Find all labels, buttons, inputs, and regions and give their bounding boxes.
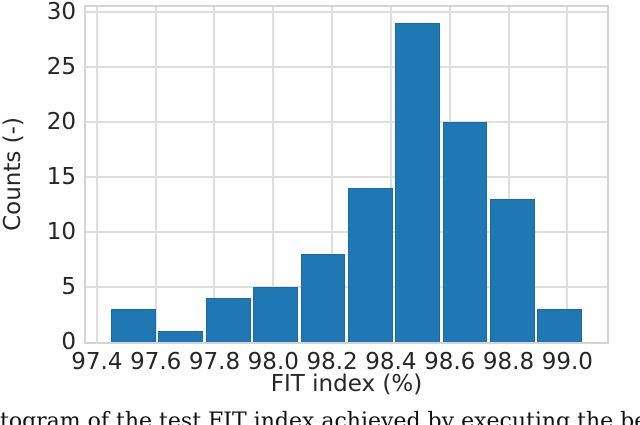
histogram-bar	[205, 298, 251, 342]
x-axis-label: FIT index (%)	[270, 371, 423, 397]
histogram-bar	[253, 287, 298, 342]
gridline-vertical	[331, 7, 334, 342]
gridline-vertical	[95, 7, 98, 342]
gridline-horizontal	[86, 230, 607, 233]
y-tick-label: 10	[46, 218, 76, 245]
gridline-vertical	[389, 7, 392, 342]
histogram-bar	[158, 331, 204, 342]
gridline-vertical	[507, 7, 510, 342]
histogram-bar	[442, 121, 488, 342]
histogram-bar	[395, 22, 441, 342]
x-tick-label: 97.8	[188, 349, 241, 375]
histogram-bar	[537, 309, 583, 342]
gridline-horizontal	[86, 175, 607, 178]
x-tick-label: 97.6	[130, 349, 182, 375]
x-tick-label: 97.4	[71, 349, 123, 375]
y-tick-label: 30	[46, 0, 76, 25]
gridline-horizontal	[86, 120, 607, 123]
figure-caption: togram of the test FIT index achieved by…	[0, 409, 640, 425]
x-tick-label: 98.6	[424, 349, 476, 375]
x-tick-label: 98.4	[365, 349, 417, 375]
histogram-bar	[347, 187, 393, 342]
gridline-horizontal	[86, 65, 607, 68]
y-tick-label: 15	[46, 163, 76, 190]
histogram-bar	[300, 254, 346, 342]
y-axis-label: Counts (-)	[0, 117, 26, 231]
plot-area	[84, 5, 609, 344]
x-tick-label: 99.0	[541, 349, 593, 375]
gridline-horizontal	[86, 285, 607, 288]
gridline-vertical	[272, 7, 275, 342]
x-tick-label: 98.8	[482, 349, 535, 375]
y-tick-label: 25	[46, 53, 76, 80]
x-tick-label: 98.2	[306, 349, 358, 375]
gridline-vertical	[566, 7, 569, 342]
y-tick-label: 20	[46, 108, 76, 135]
y-tick-label: 0	[61, 329, 76, 355]
histogram-bar	[111, 309, 156, 342]
gridline-vertical	[154, 7, 157, 342]
histogram-bar	[490, 198, 535, 342]
y-tick-label: 5	[61, 273, 76, 300]
x-tick-label: 98.0	[247, 349, 299, 375]
gridline-vertical	[213, 7, 216, 342]
gridline-horizontal	[86, 10, 607, 13]
